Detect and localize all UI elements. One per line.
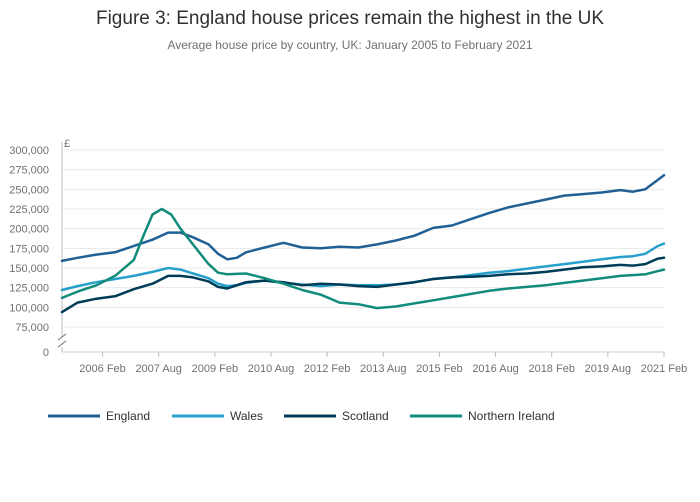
chart-subtitle: Average house price by country, UK: Janu… <box>167 38 533 52</box>
x-tick-label: 2015 Feb <box>416 363 462 375</box>
y-tick-label: 275,000 <box>9 165 49 177</box>
legend-label-wales: Wales <box>230 409 263 423</box>
legend-label-northern-ireland: Northern Ireland <box>468 409 555 423</box>
x-tick-label: 2019 Aug <box>585 363 632 375</box>
axis-break-mark <box>57 340 67 348</box>
y-tick-label: 200,000 <box>9 224 49 236</box>
series-line-england <box>60 173 666 263</box>
x-tick-label: 2010 Aug <box>248 363 295 375</box>
x-tick-label: 2013 Aug <box>360 363 407 375</box>
x-tick-label: 2018 Feb <box>528 363 574 375</box>
y-axis-label: £ <box>64 138 70 150</box>
axis-break-mark <box>57 333 67 341</box>
x-tick-label: 2012 Feb <box>304 363 350 375</box>
y-tick-label: 175,000 <box>9 243 49 255</box>
legend-label-england: England <box>106 409 150 423</box>
x-tick-label: 2009 Feb <box>192 363 238 375</box>
x-tick-label: 2016 Aug <box>472 363 519 375</box>
y-tick-label: 150,000 <box>9 263 49 275</box>
chart-title: Figure 3: England house prices remain th… <box>95 8 605 29</box>
x-tick-label: 2007 Aug <box>135 363 182 375</box>
x-tick-label: 2006 Feb <box>79 363 125 375</box>
legend-label-scotland: Scotland <box>342 409 389 423</box>
x-tick-label: 2021 Feb <box>641 363 687 375</box>
y-tick-label: 250,000 <box>9 184 49 196</box>
y-tick-label: 125,000 <box>9 283 49 295</box>
y-tick-label: 75,000 <box>15 322 49 334</box>
series-line-scotland <box>60 256 666 314</box>
y-tick-label: 300,000 <box>9 145 49 157</box>
y-tick-label: 0 <box>43 347 49 359</box>
y-tick-label: 225,000 <box>9 204 49 216</box>
series-line-northern-ireland <box>60 207 666 310</box>
y-tick-label: 100,000 <box>9 302 49 314</box>
